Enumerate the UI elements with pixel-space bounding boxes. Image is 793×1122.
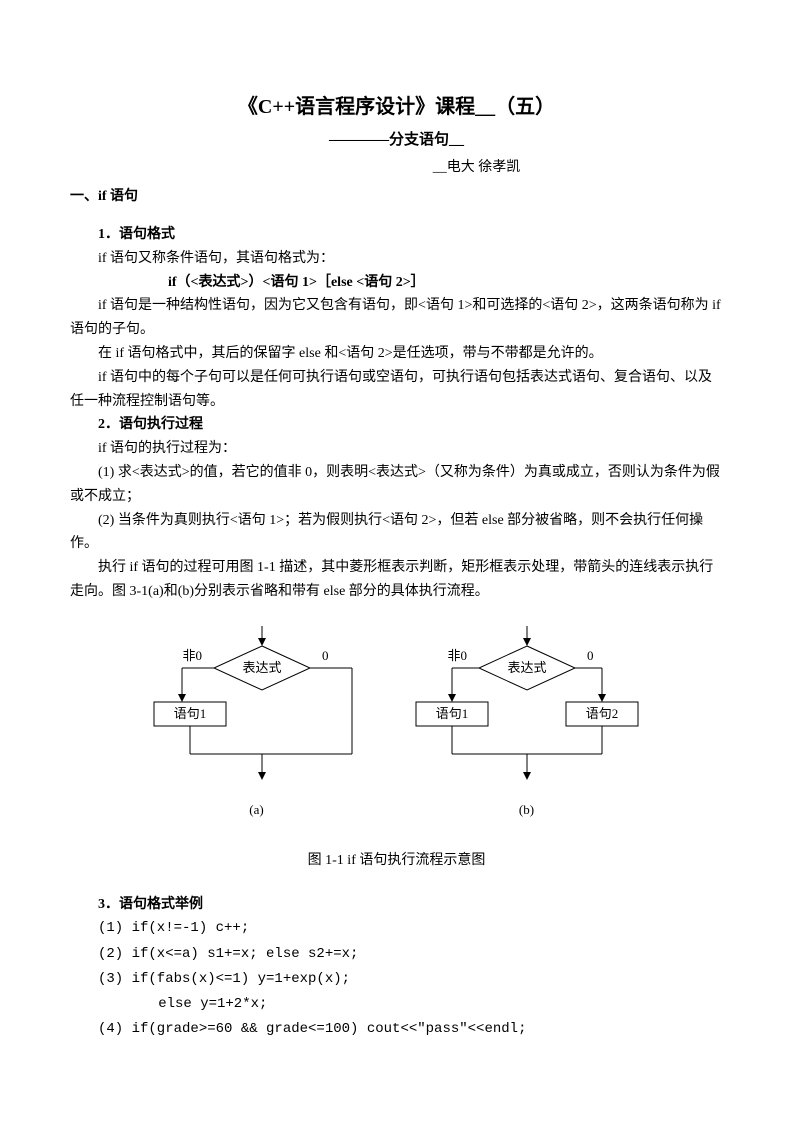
example-line: (1) if(x!=-1) c++; [98,916,723,941]
paragraph: 执行 if 语句的过程可用图 1-1 描述，其中菱形框表示判断，矩形框表示处理，… [70,556,723,604]
diamond-label: 表达式 [242,660,281,675]
example-list: (1) if(x!=-1) c++; (2) if(x<=a) s1+=x; e… [70,916,723,1042]
sublabel-b: (b) [402,799,652,821]
flowchart-container: 表达式 非0 语句1 0 (a) [70,626,723,821]
sublabel-a: (a) [142,799,372,821]
paragraph: if 语句又称条件语句，其语句格式为： [70,247,723,271]
subsection-heading: 2．语句执行过程 [70,413,723,437]
paragraph: if 语句中的每个子句可以是任何可执行语句或空语句，可执行语句包括表达式语句、复… [70,366,723,414]
paragraph: if 语句的执行过程为： [70,437,723,461]
example-line: (2) if(x<=a) s1+=x; else s2+=x; [98,942,723,967]
branch-label-zero: 0 [322,648,329,663]
section-heading: 一、if 语句 [70,185,723,209]
subsection-heading: 3．语句格式举例 [70,893,723,917]
flowchart-b: 表达式 非0 语句1 0 语句2 (b) [402,626,652,821]
figure-caption: 图 1-1 if 语句执行流程示意图 [70,849,723,873]
branch-label-nonzero: 非0 [182,648,202,663]
page-title: 《C++语言程序设计》课程__（五） [70,90,723,124]
paragraph: (2) 当条件为真则执行<语句 1>；若为假则执行<语句 2>，但若 else … [70,509,723,557]
paragraph: (1) 求<表达式>的值，若它的值非 0，则表明<表达式>（又称为条件）为真或成… [70,461,723,509]
example-line: (4) if(grade>=60 && grade<=100) cout<<"p… [98,1017,723,1042]
author-line: __电大 徐孝凯 [70,156,723,180]
paragraph: if 语句是一种结构性语句，因为它又包含有语句，即<语句 1>和可选择的<语句 … [70,294,723,342]
flowchart-a: 表达式 非0 语句1 0 (a) [142,626,372,821]
stmt1-label: 语句1 [435,706,468,721]
paragraph: 在 if 语句格式中，其后的保留字 else 和<语句 2>是任选项，带与不带都… [70,342,723,366]
syntax-line: if（<表达式>）<语句 1>［else <语句 2>］ [70,271,723,295]
subsection-heading: 1．语句格式 [70,223,723,247]
diamond-label: 表达式 [507,660,546,675]
example-line: (3) if(fabs(x)<=1) y=1+exp(x); [98,967,723,992]
stmt1-label: 语句1 [173,706,206,721]
stmt2-label: 语句2 [585,706,618,721]
page-subtitle: ————分支语句__ [70,128,723,154]
branch-label-zero: 0 [587,648,594,663]
example-line: else y=1+2*x; [98,992,723,1017]
branch-label-nonzero: 非0 [447,648,467,663]
